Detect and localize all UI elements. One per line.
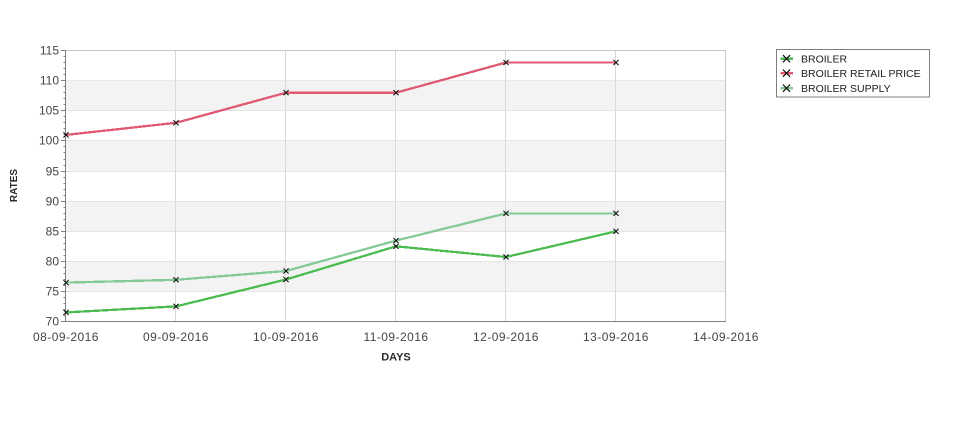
- svg-text:95: 95: [46, 165, 60, 179]
- svg-text:10-09-2016: 10-09-2016: [253, 330, 319, 344]
- svg-text:08-09-2016: 08-09-2016: [33, 330, 99, 344]
- svg-text:100: 100: [39, 134, 59, 148]
- svg-text:70: 70: [46, 315, 60, 329]
- svg-text:105: 105: [39, 104, 59, 118]
- svg-text:BROILER: BROILER: [801, 53, 848, 65]
- svg-text:13-09-2016: 13-09-2016: [583, 330, 649, 344]
- svg-text:110: 110: [40, 74, 59, 88]
- svg-text:RATES: RATES: [9, 169, 20, 202]
- svg-text:90: 90: [46, 195, 60, 209]
- svg-text:BROILER RETAIL PRICE: BROILER RETAIL PRICE: [801, 68, 921, 80]
- svg-text:11-09-2016: 11-09-2016: [364, 330, 429, 344]
- svg-text:80: 80: [46, 255, 60, 269]
- svg-text:75: 75: [46, 285, 60, 299]
- svg-text:14-09-2016: 14-09-2016: [693, 330, 759, 344]
- svg-text:BROILER SUPPLY: BROILER SUPPLY: [801, 83, 891, 95]
- svg-text:85: 85: [46, 225, 60, 239]
- svg-text:115: 115: [40, 44, 59, 58]
- svg-text:DAYS: DAYS: [381, 351, 411, 363]
- svg-text:09-09-2016: 09-09-2016: [143, 330, 209, 344]
- svg-text:12-09-2016: 12-09-2016: [473, 330, 539, 344]
